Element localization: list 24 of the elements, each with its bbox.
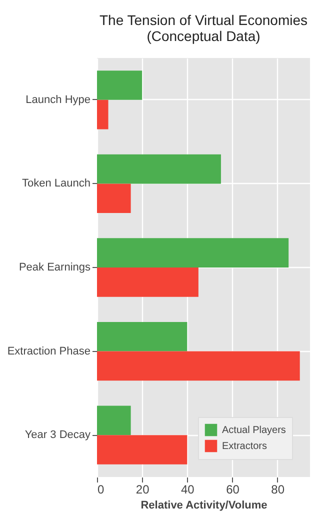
bar <box>97 70 142 100</box>
x-tick-label: 40 <box>180 482 195 496</box>
bar <box>97 406 131 436</box>
bar <box>97 435 188 464</box>
y-tick-label: Peak Earnings <box>18 262 91 274</box>
x-tick-label: 60 <box>226 482 240 496</box>
bar <box>97 268 198 297</box>
chart-title: The Tension of Virtual Economies (Conceptual Data) <box>99 12 308 44</box>
bar <box>97 184 131 214</box>
x-tick-label: 0 <box>98 482 104 496</box>
y-tick-label: Launch Hype <box>26 94 90 106</box>
bar <box>97 322 188 352</box>
legend-label: Actual Players <box>222 425 286 436</box>
y-tick-label: Extraction Phase <box>7 345 90 358</box>
legend-label: Extractors <box>222 441 268 452</box>
bar <box>97 154 221 184</box>
y-tick-label: Year 3 Decay <box>24 429 91 442</box>
x-tick-label: 20 <box>136 482 150 496</box>
x-tick-label: 80 <box>271 482 285 496</box>
bar <box>97 351 300 381</box>
x-axis-title: Relative Activity/Volume <box>140 500 268 512</box>
bar <box>97 238 289 268</box>
bar <box>97 100 108 130</box>
y-tick-label: Token Launch <box>22 178 90 190</box>
